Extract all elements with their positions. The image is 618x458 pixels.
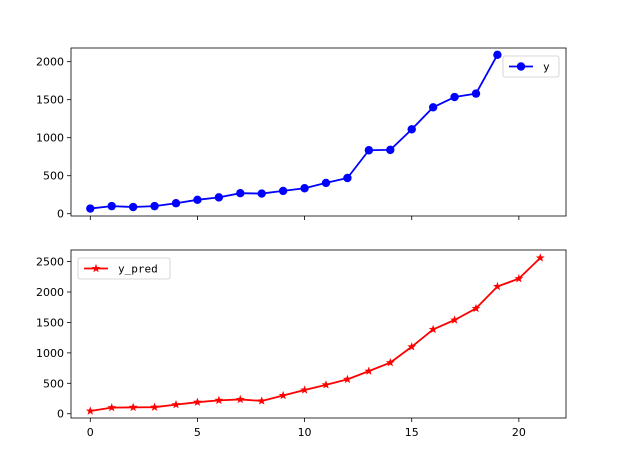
data-point: [321, 380, 331, 389]
data-point: [128, 202, 138, 212]
data-point: [171, 199, 181, 208]
y-tick-label: 1000: [36, 347, 64, 360]
y-tick-label: 1500: [36, 94, 64, 107]
legend-marker: [516, 62, 526, 71]
y-tick-label: 1000: [36, 132, 64, 145]
data-point: [236, 188, 245, 198]
y-tick-label: 0: [57, 208, 64, 221]
data-point: [386, 145, 395, 155]
data-point: [471, 303, 481, 313]
data-point: [150, 201, 159, 211]
data-point: [407, 125, 416, 134]
series-line-y_pred: [90, 257, 541, 412]
data-point: [150, 402, 159, 411]
data-point: [193, 397, 202, 406]
data-point: [450, 92, 459, 102]
y-tick-label: 500: [43, 170, 64, 183]
data-point: [407, 342, 417, 351]
x-tick-label: 20: [512, 426, 526, 439]
data-point: [214, 193, 224, 202]
x-tick-label: 0: [87, 426, 94, 439]
y-tick-label: 500: [43, 377, 64, 390]
legend-box: [77, 257, 171, 280]
axes-frame: [70, 47, 567, 217]
data-point: [257, 189, 266, 198]
data-point: [128, 402, 138, 412]
data-point: [471, 89, 481, 98]
data-point: [86, 204, 95, 213]
data-point: [493, 50, 502, 60]
data-point: [214, 395, 224, 405]
top-subplot: 0 500 1000 1500 2000 y: [36, 47, 567, 221]
data-point: [300, 385, 309, 394]
legend-label: y: [543, 61, 550, 74]
y-tick-label: 0: [57, 408, 64, 421]
data-point: [171, 400, 181, 409]
data-point: [364, 366, 374, 375]
data-point: [514, 274, 524, 283]
data-point: [493, 281, 502, 291]
y-tick-label: 2000: [36, 56, 64, 69]
data-point: [278, 390, 288, 400]
y-tick-label: 2000: [36, 286, 64, 299]
data-point: [343, 173, 352, 183]
legend-marker: [91, 263, 101, 273]
bottom-subplot: 0 500 1000 1500 2000 2500 0 5 10 15 20 y_pred: [36, 249, 567, 439]
y-tick-label: 2500: [36, 256, 64, 269]
data-point: [278, 186, 288, 196]
legend-label: y_pred: [118, 263, 158, 276]
data-point: [107, 201, 116, 211]
data-point: [450, 315, 459, 324]
x-tick-label: 10: [298, 426, 312, 439]
data-point: [428, 324, 438, 334]
data-point: [535, 253, 545, 262]
data-point: [321, 178, 331, 188]
data-point: [428, 103, 438, 112]
y-tick-label: 1500: [36, 316, 64, 329]
data-point: [193, 195, 202, 205]
series-line-y: [90, 54, 499, 210]
x-tick-label: 15: [405, 426, 419, 439]
axes-frame: [70, 249, 567, 419]
legend: y_pred: [77, 257, 171, 280]
data-point: [107, 403, 117, 412]
data-point: [385, 358, 395, 367]
data-point: [85, 406, 95, 415]
data-point: [257, 396, 267, 405]
x-tick-label: 5: [194, 426, 201, 439]
data-point: [235, 394, 245, 404]
legend: y: [502, 55, 560, 78]
data-point: [343, 374, 352, 384]
data-point: [364, 146, 374, 155]
data-point: [300, 184, 309, 193]
